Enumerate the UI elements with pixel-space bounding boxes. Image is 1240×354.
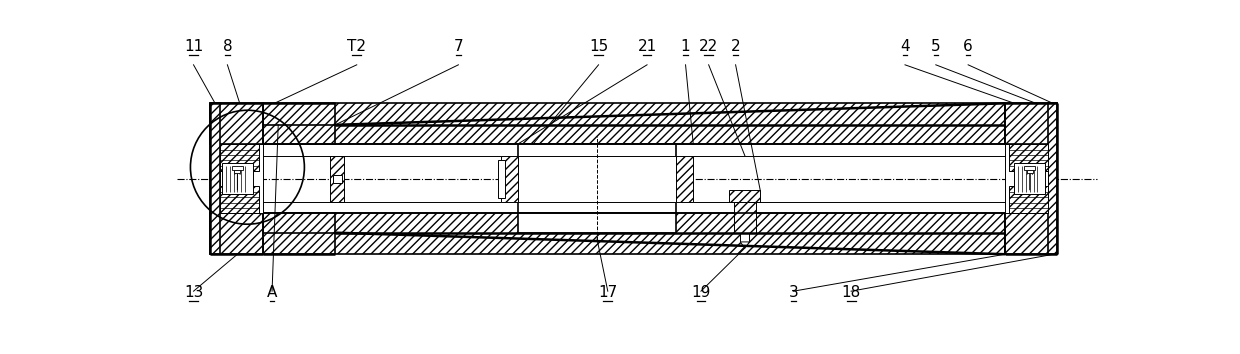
Text: 15: 15 — [589, 39, 608, 54]
Text: 13: 13 — [184, 285, 203, 301]
Bar — [211, 103, 219, 254]
Text: 1: 1 — [681, 39, 691, 54]
Bar — [234, 170, 241, 173]
Bar — [219, 144, 263, 213]
Bar — [517, 156, 676, 202]
Bar — [1006, 103, 1058, 144]
Bar — [501, 156, 517, 202]
Bar — [517, 213, 676, 233]
Text: 7: 7 — [454, 39, 464, 54]
Bar — [1009, 144, 1048, 171]
Text: 8: 8 — [223, 39, 232, 54]
Text: 6: 6 — [963, 39, 973, 54]
Bar — [498, 160, 505, 198]
Bar — [740, 233, 749, 242]
Text: 3: 3 — [789, 285, 799, 301]
Text: T2: T2 — [347, 39, 366, 54]
Bar — [1048, 103, 1058, 254]
Text: 11: 11 — [184, 39, 203, 54]
Bar — [211, 103, 263, 144]
Bar — [219, 187, 259, 213]
Text: 22: 22 — [699, 39, 718, 54]
Bar — [211, 213, 263, 254]
Bar — [332, 175, 342, 183]
Bar — [219, 144, 259, 171]
Text: 17: 17 — [598, 285, 618, 301]
Polygon shape — [740, 242, 749, 248]
Bar — [1027, 170, 1033, 173]
Bar — [1024, 166, 1035, 170]
Text: 4: 4 — [900, 39, 910, 54]
Bar — [263, 213, 335, 233]
Bar — [232, 166, 243, 170]
Bar — [1009, 187, 1048, 213]
Text: 21: 21 — [637, 39, 657, 54]
Text: 5: 5 — [931, 39, 941, 54]
Text: 2: 2 — [730, 39, 740, 54]
Bar — [1014, 163, 1045, 194]
Bar — [517, 144, 676, 213]
Bar — [1006, 213, 1058, 254]
Bar — [729, 190, 760, 202]
Bar — [263, 125, 335, 144]
Bar — [676, 156, 693, 202]
Text: 19: 19 — [691, 285, 711, 301]
Bar — [330, 156, 343, 202]
Text: A: A — [267, 285, 278, 301]
Bar — [263, 103, 1006, 144]
Bar — [1006, 144, 1048, 213]
Bar — [222, 163, 253, 194]
Bar — [734, 202, 755, 233]
Text: 18: 18 — [842, 285, 861, 301]
Bar — [263, 213, 1006, 254]
